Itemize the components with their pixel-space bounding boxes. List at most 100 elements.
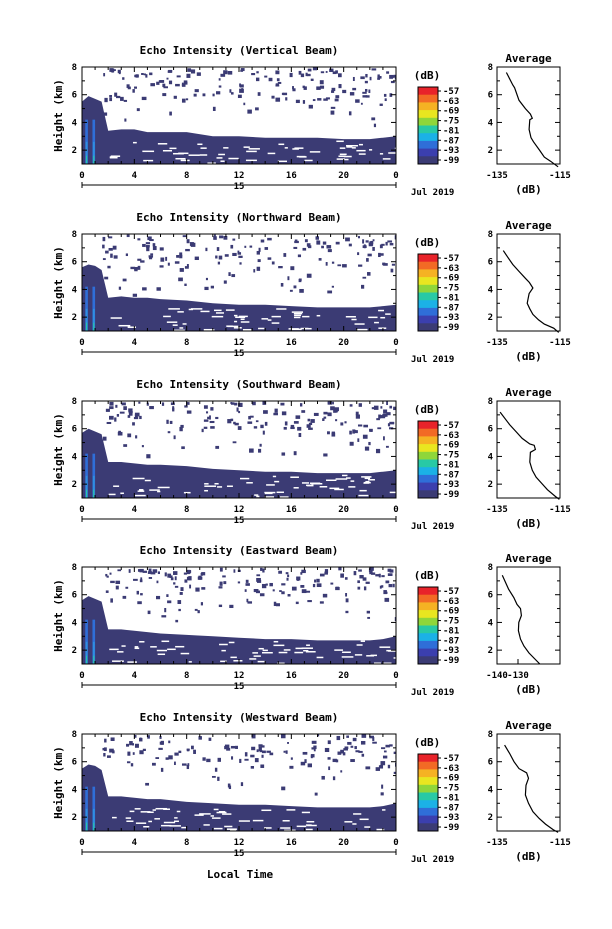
echo-gap bbox=[157, 486, 170, 489]
echo-speckle bbox=[182, 235, 187, 238]
echo-gap bbox=[351, 147, 356, 149]
echo-speckle bbox=[262, 401, 267, 405]
echo-gap bbox=[218, 153, 225, 156]
colorbar-tick-label: -81 bbox=[443, 793, 459, 803]
echo-gap bbox=[336, 140, 344, 143]
echo-speckle bbox=[313, 412, 319, 416]
echo-speckle bbox=[205, 411, 209, 414]
echo-speckle bbox=[376, 418, 380, 421]
echo-speckle bbox=[140, 577, 143, 580]
echo-speckle bbox=[360, 740, 366, 745]
echo-gap bbox=[276, 491, 284, 494]
echo-speckle bbox=[287, 574, 290, 578]
echo-speckle bbox=[174, 261, 180, 264]
echo-gap bbox=[245, 159, 257, 162]
echo-speckle bbox=[162, 83, 166, 88]
echo-speckle bbox=[316, 583, 322, 588]
echo-speckle bbox=[109, 748, 114, 753]
echo-gap bbox=[204, 485, 217, 487]
echo-gap bbox=[152, 809, 156, 811]
echo-speckle bbox=[390, 75, 395, 78]
x-tick-label: 0 bbox=[79, 505, 84, 515]
echo-speckle bbox=[389, 569, 394, 573]
echo-gap bbox=[388, 650, 396, 652]
echo-gap bbox=[183, 491, 191, 494]
echo-speckle bbox=[193, 749, 196, 754]
echo-speckle bbox=[384, 597, 390, 602]
echo-speckle bbox=[161, 615, 167, 618]
colorbar-swatch bbox=[418, 648, 438, 657]
colorbar-frame bbox=[417, 253, 439, 332]
echo-speckle bbox=[238, 410, 241, 414]
echo-speckle bbox=[261, 745, 265, 748]
echo-speckle bbox=[259, 750, 263, 753]
echo-speckle bbox=[260, 764, 265, 768]
colorbar-frame bbox=[417, 753, 439, 832]
echo-gap bbox=[109, 156, 118, 159]
panel-title: Echo Intensity (Southward Beam) bbox=[136, 378, 341, 391]
echo-gap bbox=[376, 828, 385, 831]
x-tick-label: 8 bbox=[184, 838, 189, 848]
echo-speckle bbox=[233, 421, 236, 425]
y-tick-label: 6 bbox=[72, 758, 77, 768]
panel-3: Echo Intensity (Eastward Beam) Height (km… bbox=[52, 544, 561, 698]
echo-gap bbox=[290, 476, 299, 478]
echo-speckle bbox=[218, 604, 223, 608]
echo-gap bbox=[143, 159, 154, 162]
x-axis-label: Local Time bbox=[207, 868, 274, 881]
echo-speckle bbox=[147, 236, 152, 241]
colorbar-swatch bbox=[418, 254, 438, 263]
echo-speckle bbox=[189, 584, 192, 589]
echo-speckle bbox=[186, 73, 191, 78]
echo-speckle bbox=[383, 263, 388, 266]
echo-speckle bbox=[378, 765, 383, 768]
echo-speckle bbox=[368, 89, 371, 93]
echo-gap bbox=[215, 312, 224, 314]
echo-speckle bbox=[355, 750, 360, 753]
panels: Echo Intensity (Vertical Beam) Height (km… bbox=[52, 44, 571, 865]
profile-y-tick-label: 6 bbox=[488, 258, 493, 268]
echo-speckle bbox=[146, 246, 150, 252]
echo-speckle bbox=[124, 118, 127, 122]
colorbar-swatch bbox=[418, 269, 438, 278]
echo-speckle bbox=[287, 594, 291, 597]
y-tick-label: 4 bbox=[72, 785, 78, 795]
colorbar-swatch bbox=[418, 277, 438, 286]
date-day-label: 15 bbox=[234, 849, 245, 859]
echo-gap bbox=[155, 807, 167, 810]
echo-gap bbox=[137, 490, 145, 492]
echo-speckle bbox=[330, 110, 335, 115]
echo-gap bbox=[132, 477, 145, 480]
echo-speckle bbox=[380, 761, 386, 766]
x-tick-label: 0 bbox=[393, 505, 398, 515]
echo-speckle bbox=[164, 607, 167, 613]
echo-speckle bbox=[285, 572, 289, 575]
y-tick-label: 8 bbox=[72, 397, 77, 407]
profile-y-tick-label: 2 bbox=[488, 813, 493, 823]
echo-gap bbox=[246, 150, 257, 153]
echo-speckle bbox=[180, 587, 184, 591]
x-tick-label: 8 bbox=[184, 671, 189, 681]
colorbar-swatch bbox=[418, 474, 438, 483]
echo-gap bbox=[335, 478, 348, 480]
echo-speckle bbox=[362, 95, 368, 98]
echo-gap bbox=[278, 651, 288, 654]
x-tick-label: 8 bbox=[184, 171, 189, 181]
echo-speckle bbox=[137, 258, 142, 261]
echo-speckle bbox=[387, 423, 391, 427]
echo-speckle bbox=[255, 77, 260, 82]
colorbar-swatch bbox=[418, 482, 438, 491]
echo-speckle bbox=[302, 100, 306, 104]
echo-speckle bbox=[104, 738, 107, 743]
echo-gap bbox=[358, 143, 363, 146]
x-tick-label: 0 bbox=[393, 671, 398, 681]
echo-gap bbox=[354, 323, 365, 325]
echo-speckle bbox=[314, 579, 317, 583]
echo-speckle bbox=[264, 75, 268, 78]
echo-speckle bbox=[203, 419, 209, 422]
echo-speckle bbox=[342, 752, 346, 756]
strong-echo-column bbox=[85, 453, 88, 498]
echo-layer bbox=[82, 764, 396, 831]
echo-speckle bbox=[104, 276, 109, 280]
echo-speckle bbox=[179, 254, 183, 259]
